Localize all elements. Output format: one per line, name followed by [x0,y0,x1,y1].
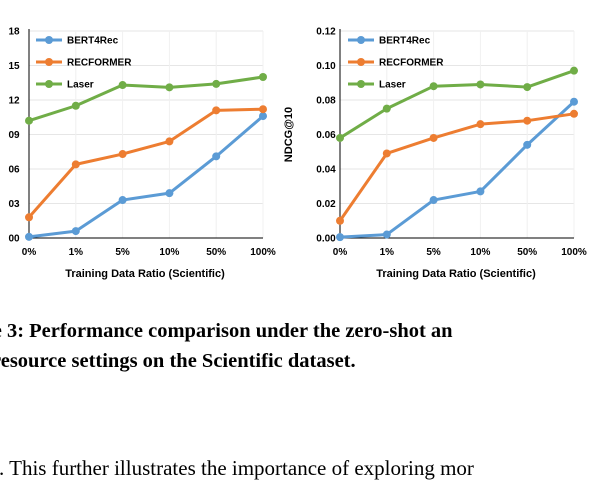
chart1-series-line-bert4rec [28,114,264,239]
caption-line-1: re 3: Performance comparison under the z… [0,320,453,342]
chart1-y-tick-label: 18 [8,27,20,38]
chart2-x-tick-label: 0% [333,247,348,258]
chart1-legend-label: RECFORMER [67,58,132,69]
chart2-x-tick-label: 1% [380,247,395,258]
chart1-y-tick-label: 03 [8,199,20,210]
chart1-legend-marker [45,36,53,44]
chart2-point-recformer [336,216,344,225]
chart1-x-tick-label: 0% [22,247,37,258]
chart1-point-laser [71,101,80,110]
chart2-point-bert4rec [476,187,485,196]
chart2-point-recformer [476,120,485,129]
chart1-y-tick-label: 00 [8,234,20,245]
chart2-legend-label: BERT4Rec [379,36,431,47]
chart1-y-tick-label: 09 [8,130,20,141]
chart2-point-laser [570,66,578,75]
chart1-legend-label: Laser [67,80,94,91]
chart1-legend-label: BERT4Rec [67,36,119,47]
chart1-legend-marker [45,80,53,88]
chart2-point-bert4rec [382,230,391,239]
caption-line-2: resource settings on the Scientific data… [0,350,356,372]
chart1-y-tick-label: 06 [8,165,20,176]
chart1-point-recformer [118,150,127,159]
chart1-point-bert4rec [212,152,221,161]
chart2-y-tick-label: 0.06 [316,130,336,141]
chart2-point-laser [523,83,532,92]
figure-caption: re 3: Performance comparison under the z… [0,316,603,376]
chart2-series-line-bert4rec [339,100,576,239]
chart2-point-recformer [523,116,532,125]
chart1-point-laser [212,79,221,88]
chart1-point-recformer [71,160,80,169]
chart1-point-laser [118,81,127,90]
chart1-x-tick-label: 5% [115,247,130,258]
chart2-y-tick-label: 0.08 [316,96,336,107]
chart1-series-line-recformer [27,107,264,219]
chart1-y-tick-label: 12 [8,96,20,107]
chart2-x-tick-label: 10% [470,247,490,258]
chart2-x-tick-label: 5% [426,247,441,258]
chart1-point-bert4rec [259,112,267,121]
chart1-point-recformer [25,213,33,222]
chart1-point-bert4rec [118,196,127,205]
chart2-y-axis-label: NDCG@10 [283,107,295,162]
chart2-point-bert4rec [429,196,438,205]
chart2-series-line-recformer [338,112,575,222]
chart2-point-laser [476,80,485,89]
chart2-y-tick-label: 0.00 [316,234,336,245]
chart1-y-tick-label: 15 [8,61,20,72]
chart2-point-laser [336,133,344,142]
chart2-x-tick-label: 50% [517,247,537,258]
chart2-y-tick-label: 0.10 [316,61,336,72]
chart2-legend-marker [357,36,365,44]
chart2-legend-label: Laser [379,80,406,91]
chart1-point-bert4rec [165,189,174,198]
chart2-y-tick-label: 0.12 [316,27,336,38]
chart1-point-bert4rec [25,232,33,241]
chart2-point-laser [429,82,438,91]
chart1-x-tick-label: 50% [206,247,226,258]
chart2-x-tick-label: 100% [561,247,587,258]
chart1-point-recformer [212,106,221,115]
chart2-point-bert4rec [570,97,578,106]
chart1-point-laser [259,73,267,81]
chart2-y-tick-label: 0.04 [316,165,336,176]
chart2-series-line-laser [339,69,575,140]
chart2-point-bert4rec [336,233,344,242]
chart1-point-bert4rec [71,227,80,236]
chart1-point-laser [165,83,174,92]
chart2-y-tick-label: 0.02 [316,199,336,210]
chart2-legend-marker [357,58,365,66]
chart1-point-recformer [259,105,267,114]
chart1-point-laser [25,116,33,125]
chart2-point-bert4rec [523,140,532,149]
chart2-point-laser [382,104,391,113]
charts-canvas: 00 03 06 09 12 15 18 0% 1% 5% 10% 50% 100% Training D… [8,27,587,281]
chart1-point-recformer [165,137,174,146]
chart2-point-recformer [382,149,391,158]
body-paragraph: ]. This further illustrates the importan… [0,456,474,480]
chart1-x-tick-label: 10% [159,247,179,258]
chart2-point-recformer [570,109,578,118]
chart2-legend-marker [357,80,365,88]
chart2-legend-label: RECFORMER [379,58,444,69]
chart1-x-tick-label: 1% [69,247,84,258]
chart1-x-tick-label: 100% [250,247,276,258]
chart2-x-axis-label: Training Data Ratio (Scientific) [376,268,536,280]
chart1-legend-marker [45,58,53,66]
chart1-x-axis-label: Training Data Ratio (Scientific) [65,268,225,280]
chart2-point-recformer [429,133,438,142]
chart1-series-line-laser [28,75,264,123]
